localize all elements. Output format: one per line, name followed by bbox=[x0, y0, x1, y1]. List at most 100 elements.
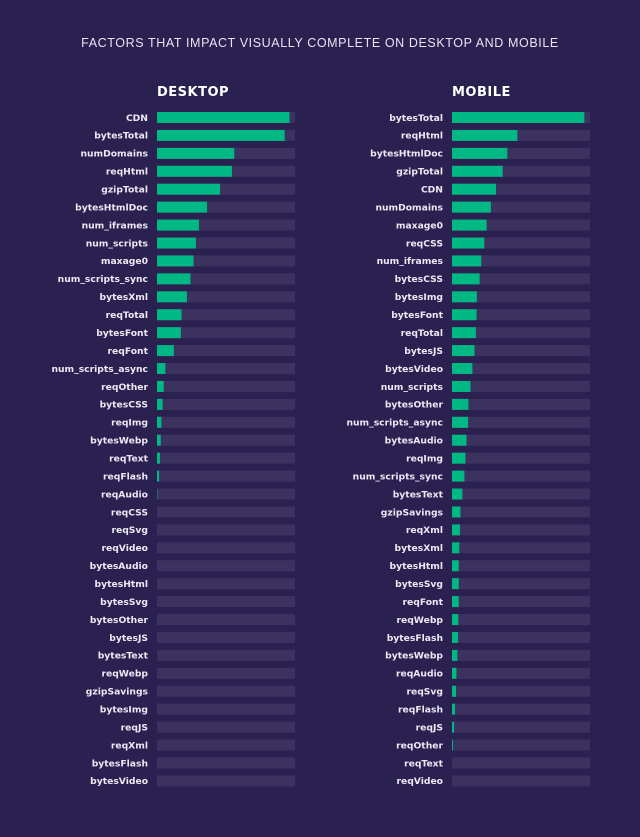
mobile-bar-track bbox=[452, 757, 590, 769]
mobile-bar bbox=[452, 614, 459, 626]
desktop-tick-label: reqImg bbox=[111, 418, 148, 429]
mobile-bar-track bbox=[452, 578, 590, 590]
mobile-bar bbox=[452, 434, 467, 446]
desktop-bar-track bbox=[157, 273, 295, 285]
mobile-bar-track bbox=[452, 685, 590, 697]
desktop-bar bbox=[157, 470, 160, 482]
mobile-tick-label: maxage0 bbox=[396, 220, 443, 231]
mobile-bar bbox=[452, 488, 463, 500]
desktop-tick-label: num_scripts bbox=[86, 238, 149, 249]
desktop-bar bbox=[157, 165, 232, 177]
mobile-bar-track bbox=[452, 219, 590, 231]
mobile-tick-label: reqWebp bbox=[396, 615, 443, 626]
mobile-tick-label: bytesFlash bbox=[387, 633, 443, 644]
desktop-tick-label: bytesFlash bbox=[92, 758, 148, 769]
mobile-tick-label: bytesText bbox=[393, 489, 444, 500]
mobile-tick-label: num_iframes bbox=[377, 256, 444, 267]
mobile-tick-label: reqText bbox=[404, 758, 444, 769]
desktop-tick-label: gzipTotal bbox=[101, 185, 148, 196]
desktop-bar bbox=[157, 309, 182, 321]
mobile-tick-label: num_scripts bbox=[381, 382, 444, 393]
desktop-bar-track bbox=[157, 201, 295, 213]
mobile-bar-track bbox=[452, 470, 590, 482]
mobile-bar-track bbox=[452, 596, 590, 608]
mobile-bar bbox=[452, 309, 477, 321]
mobile-tick-label: bytesHtmlDoc bbox=[370, 149, 443, 160]
mobile-bar-track bbox=[452, 273, 590, 285]
desktop-bar-track bbox=[157, 452, 295, 464]
mobile-bar-track bbox=[452, 416, 590, 428]
mobile-bar bbox=[452, 416, 469, 428]
desktop-bar bbox=[157, 255, 194, 267]
desktop-tick-label: CDN bbox=[126, 113, 148, 124]
mobile-bar-track bbox=[452, 488, 590, 500]
mobile-bar bbox=[452, 578, 459, 590]
mobile-bar-track bbox=[452, 434, 590, 446]
desktop-tick-label: bytesOther bbox=[90, 615, 149, 626]
desktop-bar-track bbox=[157, 775, 295, 787]
mobile-tick-label: gzipSavings bbox=[381, 507, 444, 518]
desktop-tick-label: reqFont bbox=[108, 346, 149, 357]
mobile-bar bbox=[452, 506, 461, 518]
desktop-bar-track bbox=[157, 219, 295, 231]
desktop-tick-label: bytesTotal bbox=[94, 131, 148, 142]
mobile-bar bbox=[452, 596, 459, 608]
mobile-tick-label: numDomains bbox=[375, 202, 443, 213]
desktop-tick-label: reqJS bbox=[121, 722, 148, 733]
desktop-bar-track bbox=[157, 524, 295, 536]
desktop-bar bbox=[157, 147, 235, 159]
mobile-bar-track bbox=[452, 147, 590, 159]
mobile-bar bbox=[452, 129, 518, 141]
desktop-tick-label: num_iframes bbox=[82, 220, 149, 231]
mobile-bar-track bbox=[452, 667, 590, 679]
desktop-bar-track bbox=[157, 434, 295, 446]
desktop-tick-label: reqVideo bbox=[101, 543, 148, 554]
desktop-tick-label: bytesCSS bbox=[100, 400, 148, 411]
desktop-bar-track bbox=[157, 649, 295, 661]
mobile-bar-track bbox=[452, 327, 590, 339]
mobile-bar-track bbox=[452, 201, 590, 213]
mobile-bar-track bbox=[452, 129, 590, 141]
desktop-bar-track bbox=[157, 416, 295, 428]
desktop-tick-label: num_scripts_sync bbox=[58, 274, 148, 285]
mobile-bar-track bbox=[452, 524, 590, 536]
mobile-bar-track bbox=[452, 631, 590, 643]
desktop-bar-track bbox=[157, 327, 295, 339]
mobile-tick-label: bytesTotal bbox=[389, 113, 443, 124]
desktop-tick-label: reqTotal bbox=[106, 310, 148, 321]
mobile-tick-label: reqCSS bbox=[406, 238, 443, 249]
mobile-bar-track bbox=[452, 506, 590, 518]
desktop-bar-track bbox=[157, 757, 295, 769]
desktop-tick-label: bytesHtml bbox=[95, 579, 148, 590]
desktop-bar-track bbox=[157, 560, 295, 572]
mobile-bar-track bbox=[452, 614, 590, 626]
mobile-bar bbox=[452, 739, 453, 751]
desktop-bar-track bbox=[157, 667, 295, 679]
mobile-bar-track bbox=[452, 291, 590, 303]
desktop-heading: DESKTOP bbox=[157, 85, 230, 100]
desktop-bar-track bbox=[157, 614, 295, 626]
mobile-bar bbox=[452, 560, 459, 572]
mobile-bar bbox=[452, 452, 466, 464]
mobile-tick-label: reqSvg bbox=[406, 687, 443, 698]
mobile-tick-label: bytesSvg bbox=[395, 579, 443, 590]
mobile-bar-track bbox=[452, 721, 590, 733]
desktop-bar-track bbox=[157, 685, 295, 697]
mobile-bar-track bbox=[452, 363, 590, 375]
mobile-bar-track bbox=[452, 309, 590, 321]
desktop-bar-track bbox=[157, 470, 295, 482]
mobile-tick-label: bytesXml bbox=[395, 543, 443, 554]
desktop-tick-label: maxage0 bbox=[101, 256, 148, 267]
mobile-tick-label: bytesWebp bbox=[385, 651, 443, 662]
mobile-bar bbox=[452, 183, 497, 195]
desktop-tick-label: gzipSavings bbox=[86, 687, 149, 698]
mobile-bar bbox=[452, 721, 455, 733]
desktop-tick-label: bytesXml bbox=[100, 292, 148, 303]
mobile-bar bbox=[452, 363, 473, 375]
desktop-tick-label: reqCSS bbox=[111, 507, 148, 518]
mobile-bar-track bbox=[452, 165, 590, 177]
mobile-tick-label: reqFont bbox=[403, 597, 444, 608]
chart-title: FACTORS THAT IMPACT VISUALLY COMPLETE ON… bbox=[81, 36, 559, 50]
mobile-bar bbox=[452, 165, 503, 177]
